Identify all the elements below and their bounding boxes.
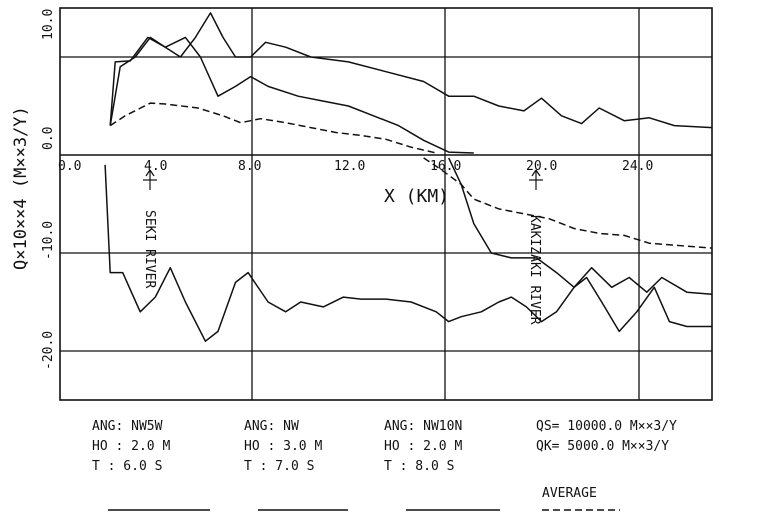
legend-ang-2: ANG: NW	[244, 419, 299, 434]
x-axis-label: X (KM)	[384, 186, 449, 207]
lower-series-line-3	[423, 157, 713, 249]
x-tick-label: 4.0	[144, 159, 167, 174]
x-tick-label: 24.0	[622, 159, 653, 174]
x-tick-label: 12.0	[334, 159, 365, 174]
legend-ang-3: ANG: NW10N	[384, 419, 462, 434]
plot-border	[59, 7, 713, 401]
plot-frame	[59, 7, 713, 401]
legend-qs: QS= 10000.0 M××3/Y	[536, 419, 677, 434]
lower-series-group	[104, 157, 713, 342]
x-tick-label: 20.0	[526, 159, 557, 174]
legend-ang-1: ANG: NW5W	[92, 419, 163, 434]
x-tick-label: 8.0	[238, 159, 261, 174]
legend-qk: QK= 5000.0 M××3/Y	[536, 439, 669, 454]
legend-t-1: T : 6.0 S	[92, 459, 162, 474]
legend-ho-2: HO : 3.0 M	[244, 439, 322, 454]
seki-river-marker: SEKI RIVER	[142, 169, 157, 288]
lower-series-line-2	[448, 157, 713, 295]
legend-col-4: QS= 10000.0 M××3/Y QK= 5000.0 M××3/Y AVE…	[536, 419, 677, 511]
y-axis-label: Q×10××4 (M××3/Y)	[11, 106, 31, 270]
legend-ho-1: HO : 2.0 M	[92, 439, 170, 454]
legend-col-1: ANG: NW5W HO : 2.0 M T : 6.0 S	[92, 419, 210, 511]
x-tick-labels: 0.0 4.0 8.0 12.0 16.0 20.0 24.0	[58, 159, 653, 174]
y-tick-label: -20.0	[41, 331, 56, 370]
river-markers: SEKI RIVER KAKIZAKI RIVER	[142, 169, 543, 325]
kakizaki-river-marker: KAKIZAKI RIVER	[527, 169, 543, 325]
y-tick-label: 0.0	[41, 127, 56, 150]
x-tick-label: 0.0	[58, 159, 81, 174]
lower-series-line-1	[104, 164, 712, 342]
upper-series-line-3	[109, 102, 437, 154]
x-tick-label: 16.0	[430, 159, 461, 174]
upper-series-group	[109, 12, 713, 154]
seki-river-label: SEKI RIVER	[142, 210, 157, 288]
legend-col-2: ANG: NW HO : 3.0 M T : 7.0 S	[244, 419, 348, 511]
y-tick-label: 10.0	[41, 9, 56, 40]
kakizaki-river-label: KAKIZAKI RIVER	[527, 215, 542, 325]
legend-t-3: T : 8.0 S	[384, 459, 454, 474]
upper-series-line-1	[109, 12, 713, 129]
legend-ho-3: HO : 2.0 M	[384, 439, 462, 454]
legend: ANG: NW5W HO : 2.0 M T : 6.0 S ANG: NW H…	[92, 419, 677, 511]
legend-col-3: ANG: NW10N HO : 2.0 M T : 8.0 S	[384, 419, 500, 511]
legend-t-2: T : 7.0 S	[244, 459, 314, 474]
y-tick-labels: 10.0 0.0 -10.0 -20.0	[41, 9, 56, 370]
legend-average: AVERAGE	[542, 486, 597, 501]
y-tick-label: -10.0	[41, 221, 56, 260]
upper-series-line-2	[109, 36, 474, 154]
